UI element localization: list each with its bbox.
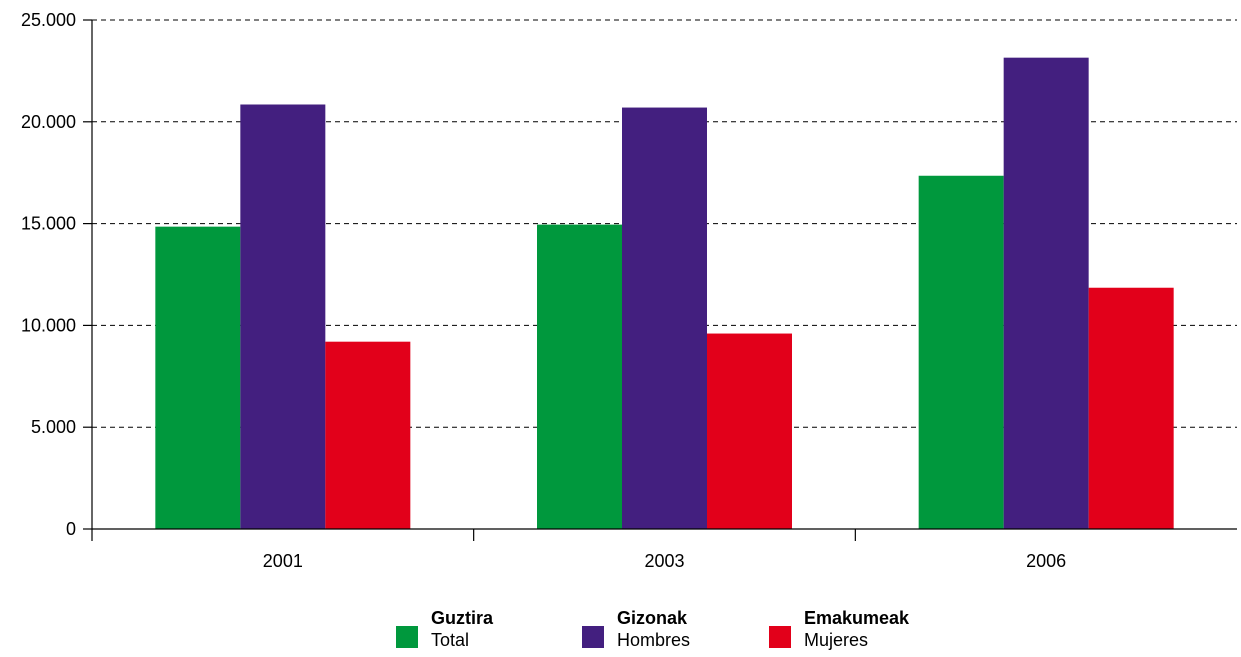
bars (155, 57, 1174, 530)
bar-emakumeak-2003 (707, 333, 792, 529)
bar-emakumeak-2001 (325, 341, 411, 529)
legend-label-guztira: Guztira Total (431, 607, 493, 651)
bar-gizonak-2006 (1003, 57, 1089, 529)
legend-swatch-gizonak (582, 626, 604, 648)
legend-swatch-guztira (396, 626, 418, 648)
legend-sub-gizonak: Hombres (617, 630, 691, 650)
legend-sub-emakumeak: Mujeres (804, 630, 869, 650)
x-tick-label: 2006 (1026, 551, 1066, 571)
y-tick-label: 20.000 (21, 112, 76, 132)
y-tick-label: 25.000 (21, 10, 76, 30)
y-tick-label: 5.000 (31, 417, 76, 437)
y-tick-label: 15.000 (21, 214, 76, 234)
y-axis-ticks: 0 5.000 10.000 15.000 20.000 25.000 (21, 10, 92, 539)
legend-name-emakumeak: Emakumeak (804, 608, 910, 628)
legend-sub-guztira: Total (431, 630, 470, 650)
y-tick-label: 10.000 (21, 315, 76, 335)
axes (91, 20, 1237, 530)
bar-gizonak-2001 (240, 104, 326, 529)
x-tick-label: 2003 (644, 551, 684, 571)
legend-label-emakumeak: Emakumeak Mujeres (804, 607, 909, 651)
bar-guztira-2006 (918, 175, 1004, 529)
bar-emakumeak-2006 (1088, 287, 1174, 529)
x-axis-ticks: 2001 2003 2006 (91, 529, 1066, 571)
bar-gizonak-2003 (622, 107, 707, 529)
legend-name-gizonak: Gizonak (617, 608, 688, 628)
legend-name-guztira: Guztira (431, 608, 494, 628)
y-tick-label: 0 (66, 519, 76, 539)
bar-guztira-2001 (155, 226, 241, 530)
x-tick-label: 2001 (263, 551, 303, 571)
legend: Guztira Total Gizonak Hombres Emakumeak … (0, 606, 1241, 657)
bar-guztira-2003 (537, 224, 622, 530)
legend-swatch-emakumeak (769, 626, 791, 648)
legend-label-gizonak: Gizonak Hombres (617, 607, 690, 651)
